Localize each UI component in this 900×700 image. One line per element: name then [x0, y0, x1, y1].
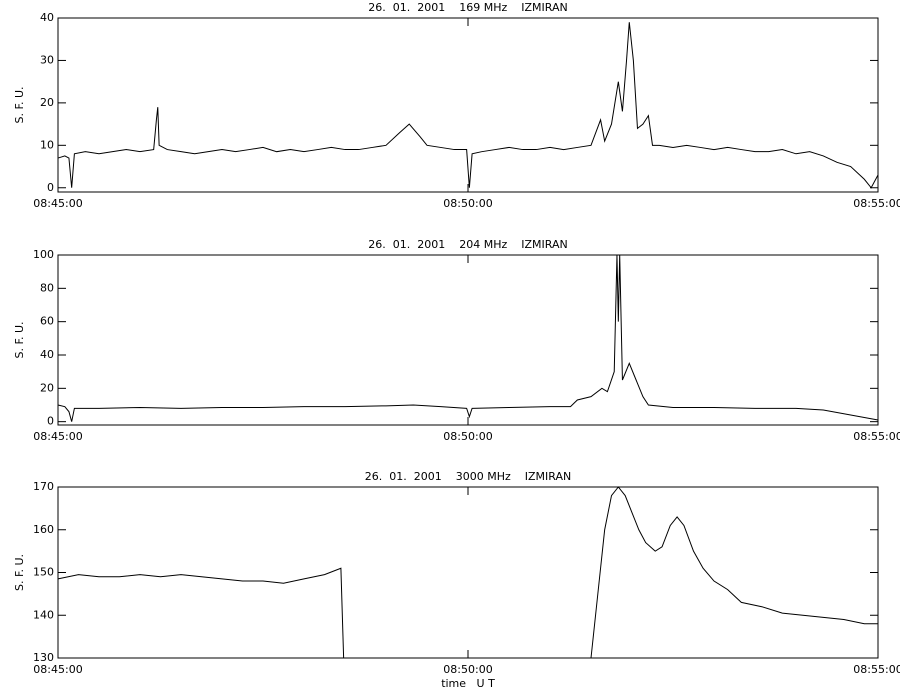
x-axis-label: time U T: [441, 677, 495, 690]
y-tick-label: 10: [40, 138, 54, 151]
chart-title: 26. 01. 2001 3000 MHz IZMIRAN: [365, 470, 571, 483]
plot-frame: [57, 254, 879, 426]
y-tick-label: 30: [40, 53, 54, 66]
y-tick-label: 160: [33, 523, 54, 536]
y-tick-label: 40: [40, 348, 54, 361]
y-tick-label: 0: [47, 415, 54, 428]
x-tick-label: 08:50:00: [443, 663, 492, 676]
y-tick-label: 140: [33, 608, 54, 621]
y-tick-label: 20: [40, 381, 54, 394]
data-line: [57, 486, 878, 659]
x-tick-label: 08:45:00: [33, 430, 82, 443]
y-tick-label: 0: [47, 181, 54, 194]
y-tick-label: 20: [40, 96, 54, 109]
chart-title: 26. 01. 2001 204 MHz IZMIRAN: [368, 238, 567, 251]
y-tick-label: 60: [40, 315, 54, 328]
plot-frame: [57, 486, 879, 659]
x-tick-label: 08:55:00: [853, 430, 900, 443]
y-tick-label: 150: [33, 566, 54, 579]
x-tick-label: 08:45:00: [33, 197, 82, 210]
y-tick-label: 40: [40, 11, 54, 24]
y-tick-label: 80: [40, 281, 54, 294]
y-axis-label: S. F. U.: [13, 321, 26, 358]
y-tick-label: 100: [33, 248, 54, 261]
data-line: [57, 254, 879, 422]
y-tick-label: 170: [33, 480, 54, 493]
x-tick-label: 08:50:00: [443, 430, 492, 443]
x-tick-label: 08:55:00: [853, 197, 900, 210]
x-tick-label: 08:55:00: [853, 663, 900, 676]
y-tick-label: 130: [33, 651, 54, 664]
y-axis-label: S. F. U.: [13, 86, 26, 123]
x-tick-label: 08:45:00: [33, 663, 82, 676]
y-axis-label: S. F. U.: [13, 554, 26, 591]
chart-title: 26. 01. 2001 169 MHz IZMIRAN: [368, 1, 567, 14]
data-line: [57, 22, 879, 189]
x-tick-label: 08:50:00: [443, 197, 492, 210]
